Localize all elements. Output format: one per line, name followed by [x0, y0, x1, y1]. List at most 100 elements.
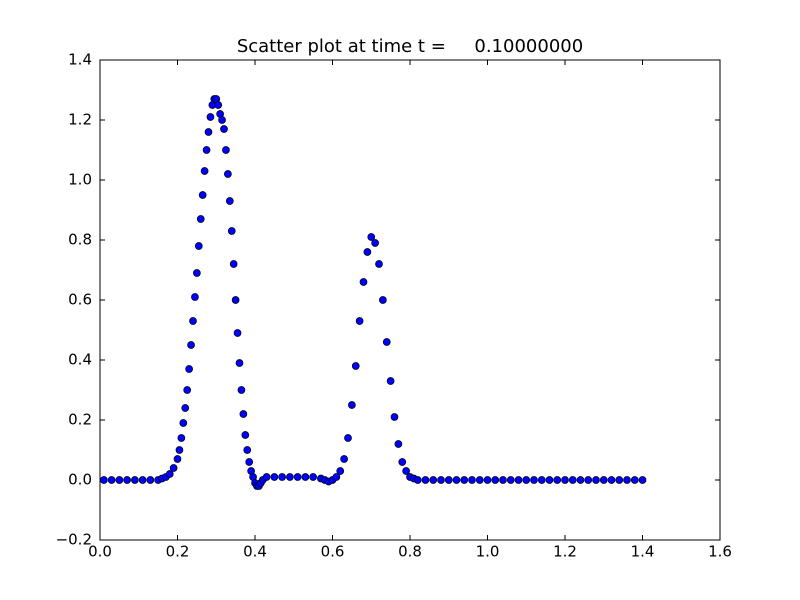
- y-tick-label: 0.8: [68, 231, 92, 249]
- point: [206, 113, 215, 121]
- point: [576, 476, 585, 484]
- point: [107, 476, 116, 484]
- y-tick-label: 0.2: [68, 411, 92, 429]
- x-tick-label: 0.6: [321, 543, 345, 561]
- point: [623, 476, 631, 484]
- y-tick-label: 0.4: [68, 351, 92, 369]
- y-tick-label: 0.6: [68, 291, 92, 309]
- point: [332, 473, 341, 481]
- point: [506, 476, 515, 484]
- point: [355, 317, 364, 325]
- point: [227, 227, 236, 235]
- point: [522, 476, 531, 484]
- point: [402, 467, 410, 475]
- point: [638, 476, 647, 484]
- point: [185, 365, 193, 373]
- point: [177, 434, 186, 442]
- point: [382, 338, 391, 346]
- point: [599, 476, 608, 484]
- point: [592, 476, 600, 484]
- point: [220, 125, 228, 133]
- point: [468, 476, 476, 484]
- point: [499, 476, 507, 484]
- point: [191, 293, 199, 301]
- x-tick-label: 1.6: [708, 543, 732, 561]
- point: [475, 476, 484, 484]
- point: [371, 239, 379, 247]
- point: [239, 410, 248, 418]
- point: [278, 473, 286, 481]
- point: [630, 476, 639, 484]
- point: [301, 473, 310, 481]
- point: [100, 476, 108, 484]
- x-tick-label: 0.8: [398, 543, 422, 561]
- point: [243, 446, 252, 454]
- point: [375, 260, 383, 268]
- point: [179, 419, 188, 427]
- point: [183, 386, 192, 394]
- point: [198, 191, 207, 199]
- point: [336, 467, 345, 475]
- point: [235, 359, 244, 367]
- point: [173, 455, 182, 463]
- point: [169, 464, 178, 472]
- point: [437, 476, 445, 484]
- y-tick-label: 1.0: [68, 171, 92, 189]
- point: [398, 458, 407, 466]
- chart-title: Scatter plot at time t = 0.10000000: [237, 36, 583, 57]
- point: [146, 476, 155, 484]
- point: [394, 440, 403, 448]
- y-tick-label: −0.2: [56, 531, 92, 549]
- point: [181, 404, 190, 412]
- point: [229, 260, 238, 268]
- point: [196, 215, 205, 223]
- point: [309, 473, 317, 481]
- point: [202, 146, 211, 154]
- point: [413, 476, 422, 484]
- point: [584, 476, 593, 484]
- point: [194, 242, 203, 250]
- point: [218, 116, 226, 124]
- point: [270, 473, 279, 481]
- point: [390, 413, 399, 421]
- point: [200, 167, 209, 175]
- point: [224, 170, 232, 178]
- point: [348, 401, 356, 409]
- point: [175, 446, 184, 454]
- point: [351, 362, 360, 370]
- point: [367, 233, 376, 241]
- point: [444, 476, 453, 484]
- point: [553, 476, 562, 484]
- point: [344, 434, 352, 442]
- point: [214, 101, 223, 109]
- point: [123, 476, 131, 484]
- point: [187, 341, 195, 349]
- point: [115, 476, 124, 484]
- point: [231, 296, 240, 304]
- point: [204, 128, 213, 136]
- x-tick-label: 1.2: [553, 543, 577, 561]
- point: [514, 476, 523, 484]
- point: [233, 329, 242, 337]
- y-tick-label: 0.0: [68, 471, 92, 489]
- point: [537, 476, 546, 484]
- point: [189, 317, 197, 325]
- y-tick-label: 1.2: [68, 111, 92, 129]
- x-tick-label: 0.2: [166, 543, 190, 561]
- point: [222, 146, 230, 154]
- point: [530, 476, 538, 484]
- point: [340, 455, 348, 463]
- point: [293, 473, 302, 481]
- point: [237, 386, 246, 394]
- point: [460, 476, 469, 484]
- point: [568, 476, 577, 484]
- point: [193, 269, 201, 277]
- point: [491, 476, 500, 484]
- x-tick-label: 1.4: [631, 543, 655, 561]
- point: [131, 476, 139, 484]
- point: [363, 248, 372, 256]
- point: [452, 476, 461, 484]
